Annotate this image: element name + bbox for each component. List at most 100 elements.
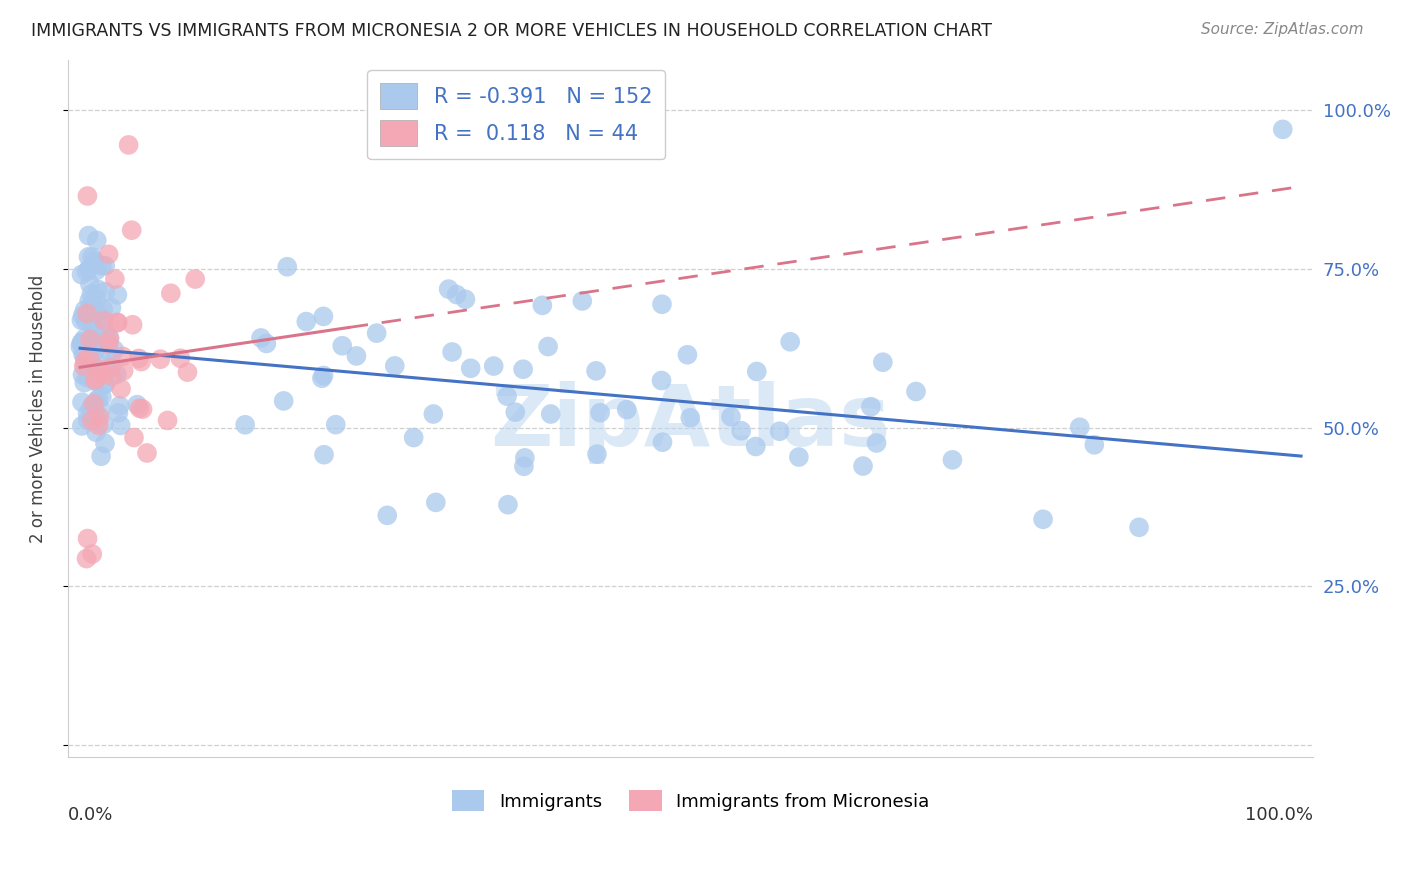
Point [90,402,112,417]
Point [84,394,107,409]
Point [80,353,103,368]
Point [82,361,104,376]
Point [136,446,159,460]
Text: ZipAtlas: ZipAtlas [491,381,891,464]
Point [100,348,122,362]
Point [513,450,536,465]
Point [422,407,444,421]
Point [70,313,93,327]
Point [83,364,105,378]
Point [730,424,752,438]
Point [87,283,110,297]
Point [77,344,100,359]
Point [84,370,107,384]
Point [83,326,105,341]
Point [254,336,277,351]
Point [80,401,103,416]
Point [72,368,94,382]
Point [1069,420,1091,434]
Point [98,332,121,346]
Point [76,189,98,203]
Point [787,450,810,464]
Point [70,395,93,409]
Point [83,373,105,387]
Point [184,272,207,286]
Point [93,417,115,432]
Point [128,401,150,416]
Point [86,292,108,306]
Point [311,371,333,385]
Point [89,313,111,327]
Point [80,349,103,363]
Point [312,368,335,383]
Point [80,299,103,313]
Point [589,406,612,420]
Point [233,417,256,432]
Point [1271,122,1294,136]
Point [441,345,464,359]
Point [87,307,110,321]
Point [80,250,103,264]
Point [77,350,100,364]
Point [437,282,460,296]
Point [82,320,104,334]
Point [80,297,103,311]
Point [107,406,129,420]
Point [745,440,768,454]
Point [160,286,183,301]
Point [73,359,96,374]
Point [325,417,347,432]
Point [402,431,425,445]
Point [97,247,120,261]
Point [70,419,93,434]
Point [76,306,98,320]
Point [77,250,100,264]
Point [77,228,100,243]
Point [105,316,128,330]
Point [90,259,112,273]
Point [82,301,104,316]
Point [80,399,103,413]
Point [69,340,91,354]
Point [586,447,609,461]
Point [111,349,134,363]
Point [768,424,790,438]
Point [176,365,198,379]
Point [90,331,112,345]
Text: 100.0%: 100.0% [1246,806,1313,824]
Point [169,351,191,366]
Point [80,414,103,428]
Point [73,376,96,390]
Point [84,343,107,357]
Point [94,436,117,450]
Point [82,301,104,315]
Point [86,363,108,377]
Point [72,309,94,323]
Point [80,406,103,420]
Point [107,316,129,330]
Point [865,436,887,450]
Point [149,352,172,367]
Point [531,298,554,312]
Point [72,347,94,361]
Point [84,374,107,388]
Point [496,498,519,512]
Point [90,390,112,404]
Point [312,310,335,324]
Point [93,368,115,382]
Point [112,364,135,378]
Point [91,302,114,317]
Point [94,259,117,273]
Point [100,369,122,384]
Point [79,277,101,291]
Point [76,370,98,384]
Point [90,450,112,464]
Point [87,418,110,433]
Point [779,334,801,349]
Point [537,340,560,354]
Point [98,331,121,345]
Point [84,404,107,418]
Point [70,336,93,351]
Y-axis label: 2 or more Vehicles in Household: 2 or more Vehicles in Household [30,275,46,542]
Point [679,410,702,425]
